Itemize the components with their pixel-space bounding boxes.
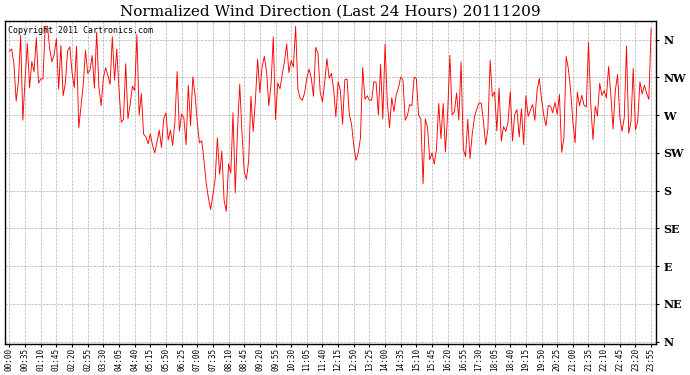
Text: Copyright 2011 Cartronics.com: Copyright 2011 Cartronics.com <box>8 26 153 34</box>
Title: Normalized Wind Direction (Last 24 Hours) 20111209: Normalized Wind Direction (Last 24 Hours… <box>120 4 540 18</box>
